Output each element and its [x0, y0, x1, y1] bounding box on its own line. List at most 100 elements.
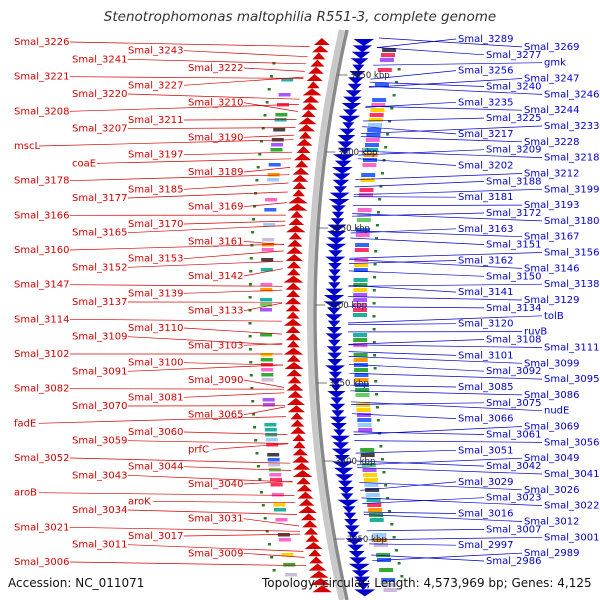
- gene-label-forward: Smal_3142: [188, 271, 243, 282]
- leader-line-forward: [183, 431, 288, 435]
- marker-dot: [373, 263, 377, 266]
- reverse-gene-arrow: [327, 224, 347, 232]
- forward-gene-arrow: [297, 491, 314, 499]
- feature-block: [354, 373, 369, 377]
- leader-line-forward: [127, 93, 300, 100]
- gene-label-forward: Smal_3090: [188, 375, 243, 386]
- feature-block: [261, 378, 274, 382]
- feature-block: [374, 543, 389, 547]
- reverse-gene-arrow: [353, 576, 371, 584]
- gene-label-reverse: Smal_3146: [524, 263, 579, 274]
- marker-dot: [261, 504, 265, 507]
- leader-line-reverse: [356, 457, 523, 466]
- leader-line-forward: [152, 500, 296, 504]
- marker-dot: [372, 341, 376, 344]
- leader-line-reverse: [363, 514, 523, 522]
- feature-block: [261, 368, 274, 372]
- feature-block: [379, 58, 394, 62]
- leader-line-forward: [127, 544, 304, 552]
- leader-line-forward: [243, 134, 295, 138]
- gene-label-reverse: Smal_3193: [524, 200, 579, 211]
- feature-block: [260, 308, 272, 312]
- forward-gene-arrow: [307, 81, 320, 89]
- leader-line-reverse: [350, 228, 457, 234]
- forward-gene-arrow: [295, 160, 309, 168]
- feature-block: [363, 473, 378, 477]
- reverse-gene-arrow: [325, 243, 347, 251]
- reverse-gene-arrow: [342, 122, 355, 130]
- marker-dot: [374, 380, 378, 383]
- forward-gene-arrow: [286, 261, 302, 269]
- feature-block: [371, 103, 386, 107]
- marker-dot: [395, 549, 398, 552]
- leader-line-forward: [127, 474, 293, 483]
- marker-dot: [267, 543, 271, 546]
- leader-line-reverse: [347, 306, 485, 309]
- leader-line-reverse: [356, 460, 485, 467]
- feature-block: [353, 358, 368, 362]
- marker-dot: [253, 205, 256, 208]
- reverse-gene-arrow: [328, 282, 341, 290]
- forward-gene-arrow: [306, 74, 323, 81]
- reverse-gene-arrow: [341, 103, 362, 110]
- forward-gene-arrow: [296, 146, 311, 153]
- leader-line-reverse: [349, 252, 543, 259]
- feature-block: [281, 78, 294, 82]
- scale-tick-label: 3550 kbp: [330, 224, 370, 234]
- marker-dot: [249, 270, 253, 273]
- leader-line-reverse: [348, 270, 485, 277]
- gene-label-forward: Smal_3034: [72, 505, 127, 516]
- gene-label-reverse: Smal_3188: [486, 176, 541, 187]
- gene-label-forward: Smal_3059: [72, 436, 127, 447]
- gene-label-forward: Smal_3221: [14, 72, 69, 83]
- marker-dot: [392, 94, 396, 97]
- marker-dot: [248, 309, 252, 312]
- feature-block: [357, 208, 372, 212]
- gene-label-reverse: Smal_3150: [486, 271, 541, 282]
- gene-label-reverse: Smal_3061: [486, 430, 541, 441]
- gene-label-forward: Smal_3207: [72, 124, 127, 135]
- gene-label-forward: Smal_3178: [14, 176, 69, 187]
- marker-dot: [395, 81, 398, 84]
- marker-dot: [375, 224, 379, 227]
- leader-line-reverse: [353, 196, 457, 198]
- reverse-gene-arrow: [348, 551, 365, 558]
- feature-block: [357, 418, 372, 422]
- gene-label-forward: aroB: [14, 488, 37, 499]
- forward-gene-arrow: [288, 232, 303, 240]
- leader-line-reverse: [348, 296, 523, 301]
- marker-dot: [263, 114, 267, 117]
- feature-block: [354, 378, 369, 382]
- marker-dot: [249, 361, 253, 364]
- gene-label-forward: fadE: [14, 418, 36, 429]
- gene-label-forward: Smal_3100: [128, 358, 183, 369]
- marker-dot: [252, 218, 255, 221]
- marker-dot: [373, 354, 377, 357]
- gene-label-reverse: Smal_3244: [524, 105, 579, 116]
- feature-block: [353, 278, 368, 282]
- feature-block: [373, 538, 388, 542]
- gene-label-reverse: Smal_3095: [544, 374, 599, 385]
- leader-line-reverse: [348, 356, 523, 364]
- gene-label-forward: Smal_3044: [128, 462, 183, 473]
- gene-label-reverse: Smal_3240: [486, 82, 541, 93]
- leader-line-reverse: [360, 481, 457, 491]
- marker-dot: [397, 562, 401, 565]
- gene-label-reverse: Smal_3111: [544, 343, 599, 354]
- leader-line-forward: [69, 76, 304, 79]
- reverse-gene-arrow: [352, 64, 365, 72]
- marker-dot: [256, 465, 260, 468]
- reverse-gene-arrow: [324, 295, 345, 302]
- gene-label-forward: Smal_3021: [14, 522, 69, 533]
- leader-line-forward: [38, 139, 294, 147]
- feature-block: [365, 493, 380, 497]
- reverse-gene-arrow: [327, 307, 341, 315]
- gene-label-forward: prfC: [188, 444, 209, 455]
- reverse-gene-arrow: [328, 371, 343, 379]
- gene-label-reverse: Smal_3199: [544, 184, 599, 195]
- leader-line-forward: [127, 440, 289, 444]
- gene-label-reverse: Smal_2989: [524, 548, 579, 559]
- feature-block: [355, 243, 370, 247]
- reverse-gene-arrow: [325, 333, 343, 341]
- reverse-gene-arrow: [337, 499, 359, 507]
